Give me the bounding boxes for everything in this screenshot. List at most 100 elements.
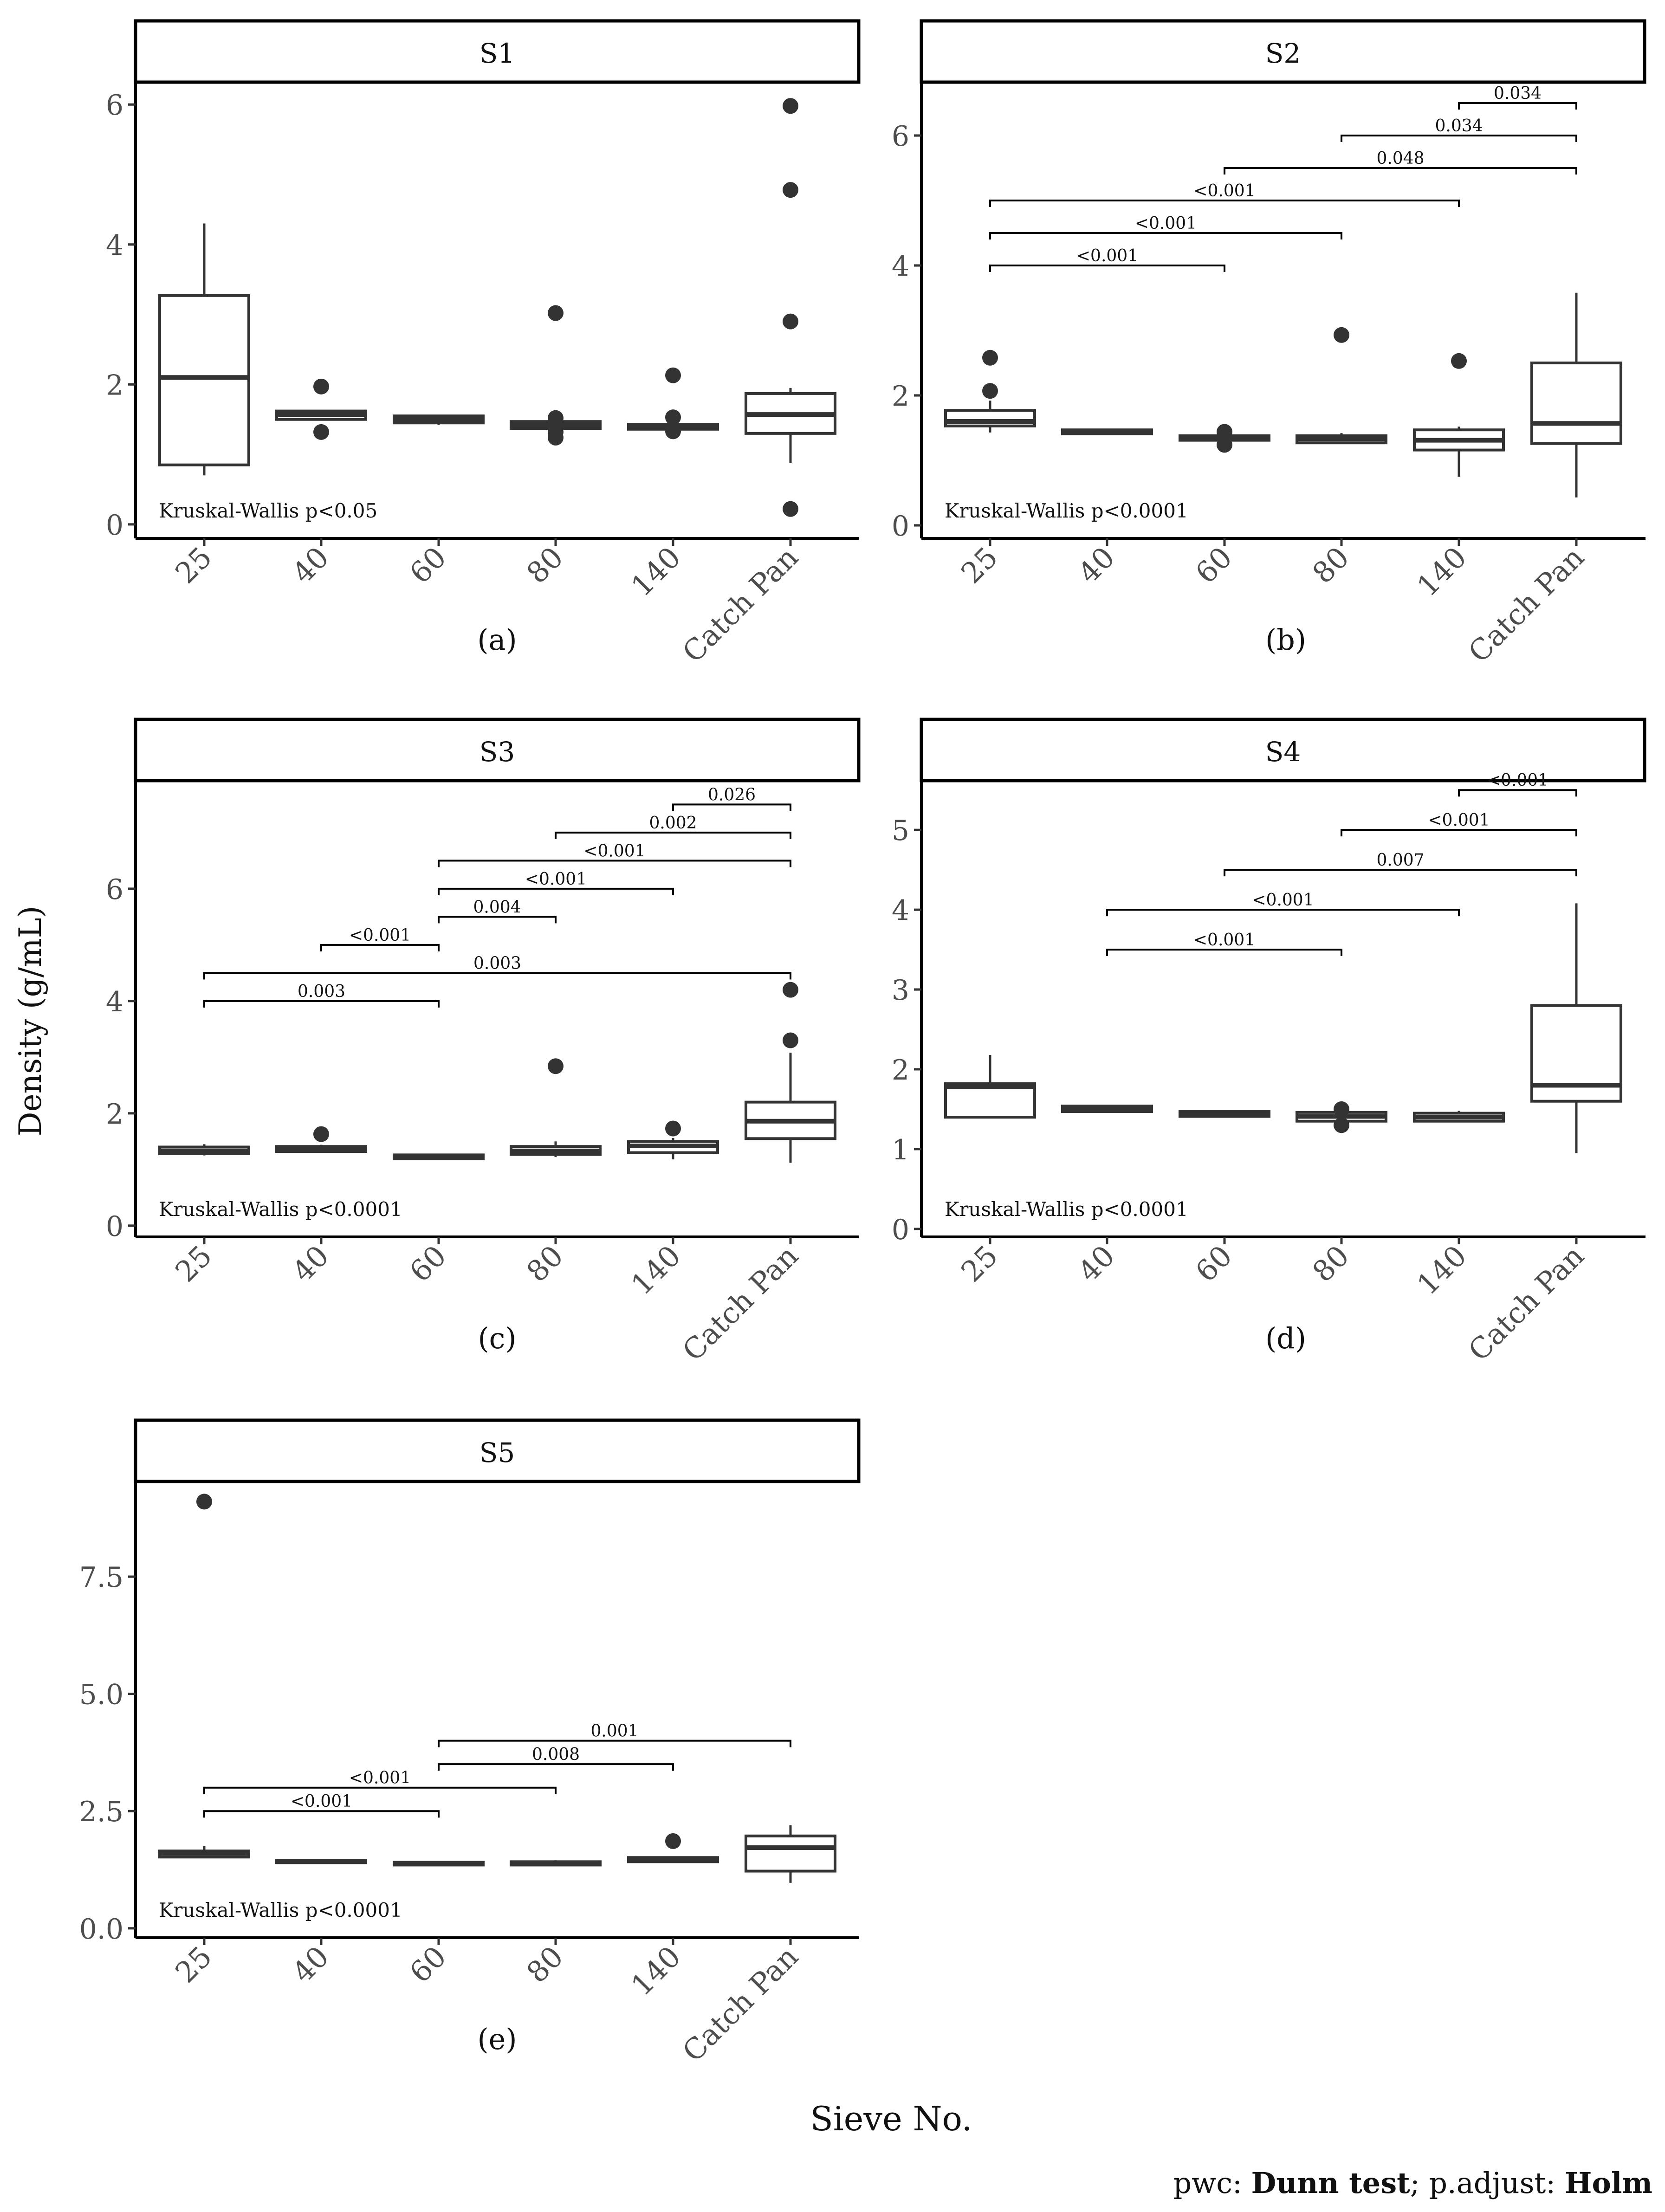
outlier-point — [783, 501, 798, 517]
significance-bracket: <0.001 — [438, 841, 791, 867]
y-tick-label: 6 — [106, 873, 123, 906]
bracket-pvalue: 0.001 — [590, 1722, 638, 1741]
bracket-pvalue: <0.001 — [525, 870, 587, 889]
box-40 — [275, 1126, 367, 1153]
panel-tag: (a) — [477, 623, 517, 657]
bracket-pvalue: 0.003 — [298, 982, 345, 1001]
bracket-line — [672, 803, 791, 811]
x-tick-label: 140 — [624, 540, 687, 603]
significance-bracket: <0.001 — [203, 1792, 440, 1818]
bracket-line — [438, 860, 791, 867]
outlier-point — [1451, 353, 1467, 369]
outlier-point — [548, 1058, 564, 1074]
bracket-pvalue: <0.001 — [349, 926, 411, 945]
outlier-point — [665, 1120, 681, 1137]
x-tick-label: 40 — [285, 1239, 335, 1288]
box-140 — [627, 367, 719, 440]
box-80 — [510, 1058, 602, 1158]
significance-bracket: 0.002 — [555, 814, 791, 839]
outlier-point — [783, 182, 798, 198]
x-tick-label: Catch Pan — [676, 1940, 805, 2069]
x-tick-label: Catch Pan — [676, 540, 805, 669]
bracket-pvalue: 0.034 — [1435, 116, 1483, 136]
y-tick-label: 4 — [892, 894, 909, 927]
panel-title: S4 — [1265, 736, 1301, 768]
box-60 — [393, 1153, 485, 1160]
x-tick-label: 80 — [1306, 540, 1355, 590]
bracket-line — [555, 831, 791, 839]
y-tick-label: 1 — [892, 1134, 909, 1166]
bracket-pvalue: 0.002 — [649, 814, 697, 833]
bracket-line — [438, 916, 557, 924]
significance-bracket: 0.034 — [1458, 84, 1577, 110]
y-tick-label: 0 — [892, 1214, 909, 1246]
bracket-pvalue: <0.001 — [1076, 246, 1138, 265]
outlier-point — [783, 313, 798, 330]
box-25 — [158, 1494, 250, 1859]
panel-header — [134, 1418, 861, 1483]
outlier-point — [982, 383, 998, 399]
bracket-line — [438, 1763, 674, 1771]
y-tick-label: 2 — [106, 1098, 123, 1131]
y-tick-label: 2 — [892, 380, 909, 413]
bracket-line — [1458, 789, 1577, 797]
significance-bracket: 0.026 — [672, 785, 791, 811]
significance-bracket: <0.001 — [438, 870, 674, 895]
panel-tag: (e) — [477, 2022, 517, 2056]
outlier-point — [1217, 424, 1232, 440]
bracket-pvalue: <0.001 — [349, 1769, 411, 1788]
significance-bracket: <0.001 — [1106, 891, 1460, 917]
box-80 — [1296, 327, 1387, 445]
significance-bracket: <0.001 — [989, 246, 1225, 272]
box-140 — [627, 1120, 719, 1160]
kruskal-wallis-label: Kruskal-Wallis p<0.0001 — [159, 1899, 402, 1921]
significance-bracket: 0.003 — [203, 954, 791, 980]
iqr-box — [1530, 362, 1622, 445]
x-tick-label: 80 — [520, 540, 570, 590]
significance-bracket: 0.008 — [438, 1745, 674, 1771]
panel-header — [920, 718, 1646, 783]
outlier-point — [313, 378, 329, 395]
kruskal-wallis-label: Kruskal-Wallis p<0.0001 — [945, 1198, 1188, 1221]
box-80 — [1296, 1101, 1387, 1133]
x-tick-label: 25 — [168, 1239, 218, 1288]
bracket-pvalue: <0.001 — [583, 841, 645, 860]
y-tick-label: 5.0 — [79, 1679, 123, 1711]
bracket-line — [1106, 949, 1342, 957]
box-140 — [1413, 1111, 1505, 1123]
bracket-line — [438, 1740, 791, 1747]
significance-bracket: <0.001 — [1341, 811, 1577, 837]
bracket-line — [1224, 167, 1577, 175]
panel-tag: (c) — [478, 1321, 516, 1355]
significance-bracket: <0.001 — [989, 214, 1342, 239]
bracket-line — [203, 1786, 557, 1794]
x-tick-label: 80 — [1306, 1239, 1355, 1288]
bracket-pvalue: 0.026 — [708, 785, 756, 804]
bracket-pvalue: 0.034 — [1494, 84, 1542, 103]
y-tick-label: 5 — [892, 815, 909, 847]
outlier-point — [196, 1494, 212, 1510]
box-80 — [510, 305, 602, 446]
box-80 — [510, 1860, 602, 1867]
box-25 — [944, 1055, 1036, 1119]
panel-title: S3 — [479, 736, 515, 768]
bracket-line — [1458, 102, 1577, 110]
x-tick-label: 25 — [954, 540, 1004, 590]
significance-bracket: <0.001 — [989, 181, 1460, 207]
panel-title: S2 — [1265, 38, 1301, 69]
x-tick-label: Catch Pan — [1462, 1239, 1591, 1368]
panel-title: S5 — [479, 1437, 515, 1468]
outlier-point — [665, 1833, 681, 1849]
bracket-pvalue: <0.001 — [1428, 811, 1490, 830]
x-tick-label: 25 — [954, 1239, 1004, 1288]
box-60 — [393, 1861, 485, 1867]
outlier-point — [665, 367, 681, 383]
y-tick-label: 6 — [892, 120, 909, 153]
x-tick-label: 40 — [1071, 540, 1121, 590]
panel-header — [920, 19, 1646, 84]
bracket-line — [1224, 869, 1577, 877]
outlier-point — [313, 424, 329, 440]
box-40 — [275, 378, 367, 440]
